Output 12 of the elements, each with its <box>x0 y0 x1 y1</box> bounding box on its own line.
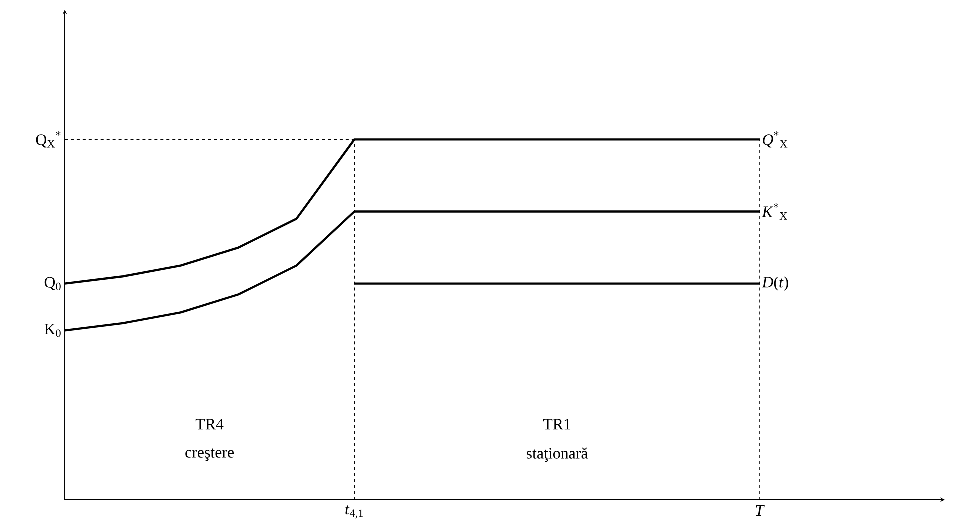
annotation: K$_{0}$ <box>44 324 61 338</box>
ref-line-label: Q$_{X}$* <box>36 132 61 148</box>
x-tick-label: T <box>756 505 765 516</box>
series-label: K$^{*}$X <box>762 204 788 220</box>
series-label: Q$^{*}$X <box>763 132 788 148</box>
annotation: staţionară <box>526 448 588 462</box>
series-label: D(t) <box>762 276 788 291</box>
annotation: TR4 <box>196 419 224 430</box>
annotation: TR1 <box>543 419 571 430</box>
x-tick-label: t$_{4,1}$ <box>346 505 364 519</box>
annotation: creştere <box>186 448 234 462</box>
annotation: Q$_{0}$ <box>44 277 61 290</box>
